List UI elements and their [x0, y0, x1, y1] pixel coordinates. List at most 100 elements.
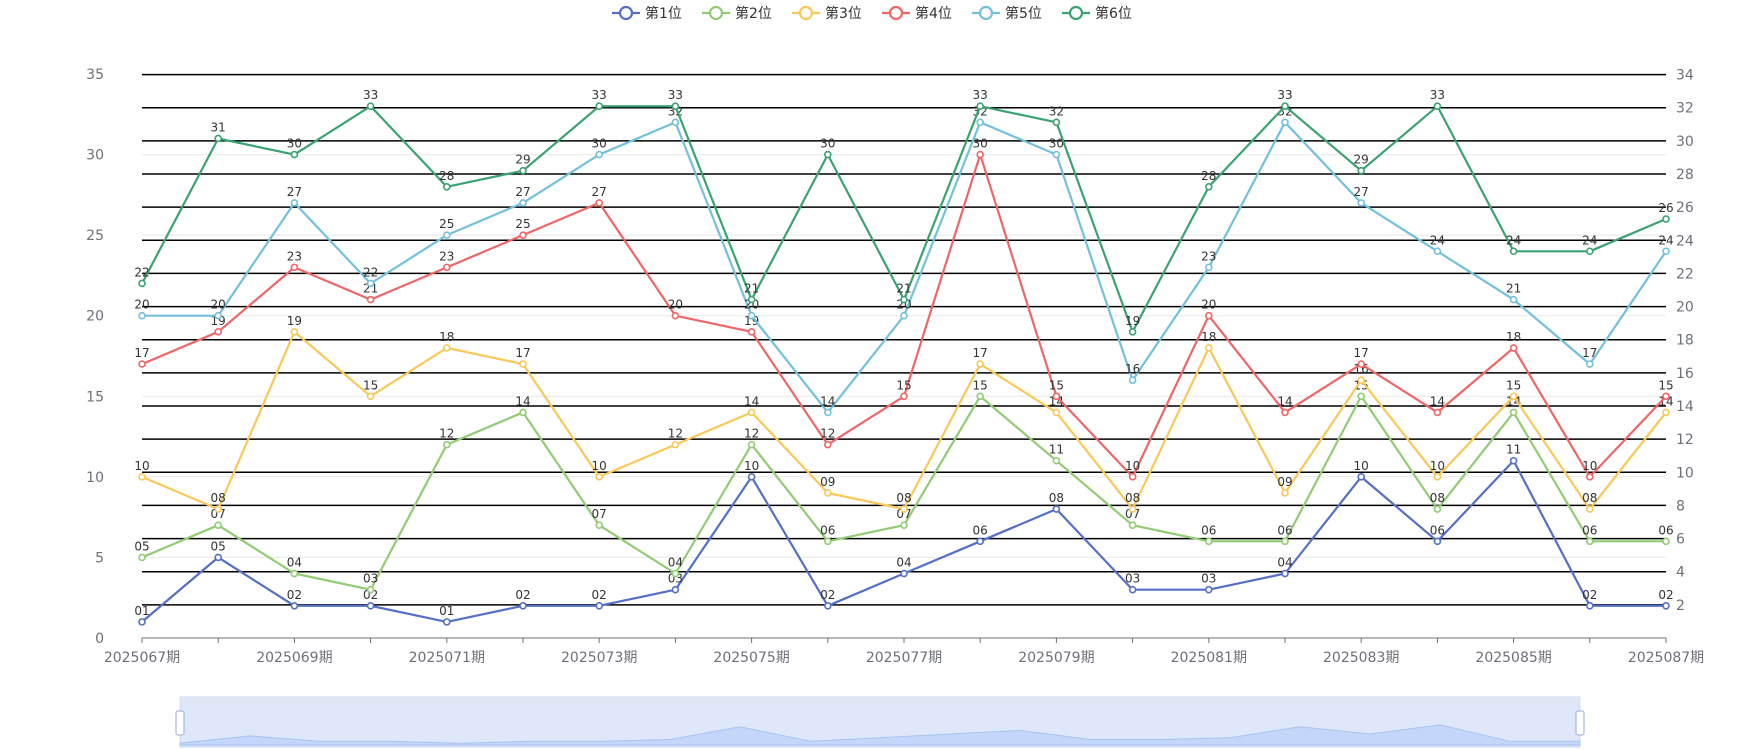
data-point[interactable]	[290, 150, 299, 159]
data-point[interactable]	[442, 440, 451, 449]
data-point[interactable]	[595, 102, 604, 111]
data-point[interactable]	[671, 118, 680, 127]
data-point[interactable]	[1052, 456, 1061, 465]
data-point[interactable]	[290, 328, 299, 336]
data-point[interactable]	[1509, 247, 1518, 256]
data-point[interactable]	[138, 279, 146, 288]
data-point[interactable]	[823, 489, 832, 497]
data-point[interactable]	[519, 199, 527, 207]
data-point[interactable]	[366, 601, 375, 610]
data-point[interactable]	[366, 102, 375, 111]
data-point[interactable]	[1128, 585, 1137, 594]
data-point[interactable]	[1509, 295, 1518, 304]
data-point[interactable]	[1281, 408, 1289, 417]
data-point[interactable]	[1433, 473, 1442, 481]
data-point[interactable]	[519, 231, 527, 239]
data-point[interactable]	[1586, 601, 1594, 610]
legend-item-3[interactable]: 第3位	[792, 5, 862, 22]
data-point[interactable]	[366, 585, 375, 594]
data-point[interactable]	[900, 295, 908, 304]
data-point[interactable]	[1128, 376, 1137, 384]
data-point[interactable]	[1281, 537, 1289, 546]
data-point[interactable]	[519, 360, 527, 368]
data-point[interactable]	[976, 392, 985, 401]
data-point[interactable]	[900, 392, 908, 401]
data-point[interactable]	[290, 601, 299, 610]
data-point[interactable]	[976, 360, 985, 368]
data-point[interactable]	[214, 311, 222, 320]
data-point[interactable]	[366, 295, 375, 304]
data-point[interactable]	[1128, 505, 1137, 513]
data-point[interactable]	[1205, 344, 1213, 352]
legend-item-2[interactable]: 第2位	[702, 5, 772, 22]
data-point[interactable]	[595, 521, 604, 530]
data-point[interactable]	[1205, 585, 1213, 594]
data-point[interactable]	[1586, 360, 1594, 368]
data-point[interactable]	[138, 618, 146, 626]
data-point[interactable]	[976, 150, 985, 159]
data-point[interactable]	[823, 601, 832, 610]
data-point[interactable]	[823, 537, 832, 546]
data-point[interactable]	[214, 134, 222, 143]
data-point[interactable]	[290, 263, 299, 272]
legend[interactable]: 第1位 第2位 第3位 第4位 第5位 第6位	[612, 5, 1132, 22]
data-point[interactable]	[823, 150, 832, 159]
data-point[interactable]	[1281, 489, 1289, 497]
data-point[interactable]	[1052, 392, 1061, 401]
data-point[interactable]	[1662, 392, 1670, 401]
data-point[interactable]	[747, 473, 756, 481]
data-point[interactable]	[671, 440, 680, 449]
data-point[interactable]	[1586, 473, 1594, 481]
legend-item-6[interactable]: 第6位	[1062, 5, 1132, 22]
data-point[interactable]	[1357, 360, 1365, 368]
data-point[interactable]	[1128, 328, 1137, 336]
data-point[interactable]	[519, 408, 527, 417]
data-point[interactable]	[366, 392, 375, 401]
data-point[interactable]	[138, 473, 146, 481]
data-point[interactable]	[823, 408, 832, 417]
data-point[interactable]	[595, 601, 604, 610]
zoom-selection[interactable]	[180, 697, 1580, 747]
data-zoom-slider[interactable]	[175, 696, 1585, 748]
data-point[interactable]	[747, 295, 756, 304]
zoom-top-bar[interactable]	[180, 697, 1580, 705]
data-point[interactable]	[671, 585, 680, 594]
data-point[interactable]	[442, 344, 451, 352]
data-point[interactable]	[214, 553, 222, 562]
data-point[interactable]	[747, 311, 756, 320]
data-point[interactable]	[595, 150, 604, 159]
data-point[interactable]	[442, 183, 451, 191]
data-point[interactable]	[1586, 505, 1594, 513]
data-point[interactable]	[1433, 537, 1442, 546]
data-point[interactable]	[290, 199, 299, 207]
data-point[interactable]	[1509, 408, 1518, 417]
data-point[interactable]	[1052, 408, 1061, 417]
data-point[interactable]	[747, 440, 756, 449]
data-point[interactable]	[1205, 537, 1213, 546]
data-point[interactable]	[671, 311, 680, 320]
data-point[interactable]	[442, 263, 451, 272]
data-point[interactable]	[976, 102, 985, 111]
data-point[interactable]	[1357, 376, 1365, 384]
data-point[interactable]	[671, 102, 680, 111]
data-point[interactable]	[1662, 537, 1670, 546]
data-point[interactable]	[1509, 456, 1518, 465]
data-point[interactable]	[1281, 569, 1289, 578]
data-point[interactable]	[138, 553, 146, 562]
data-point[interactable]	[595, 473, 604, 481]
data-point[interactable]	[1662, 247, 1670, 256]
zoom-handle-right[interactable]	[1575, 710, 1585, 736]
data-point[interactable]	[1052, 150, 1061, 159]
data-point[interactable]	[138, 311, 146, 320]
legend-item-5[interactable]: 第5位	[972, 5, 1042, 22]
data-point[interactable]	[900, 569, 908, 578]
data-point[interactable]	[1509, 344, 1518, 352]
data-point[interactable]	[671, 569, 680, 578]
data-point[interactable]	[214, 505, 222, 513]
data-point[interactable]	[1662, 601, 1670, 610]
data-point[interactable]	[366, 279, 375, 288]
data-point[interactable]	[900, 311, 908, 320]
data-point[interactable]	[1433, 505, 1442, 513]
data-point[interactable]	[1281, 102, 1289, 111]
data-point[interactable]	[1128, 521, 1137, 530]
